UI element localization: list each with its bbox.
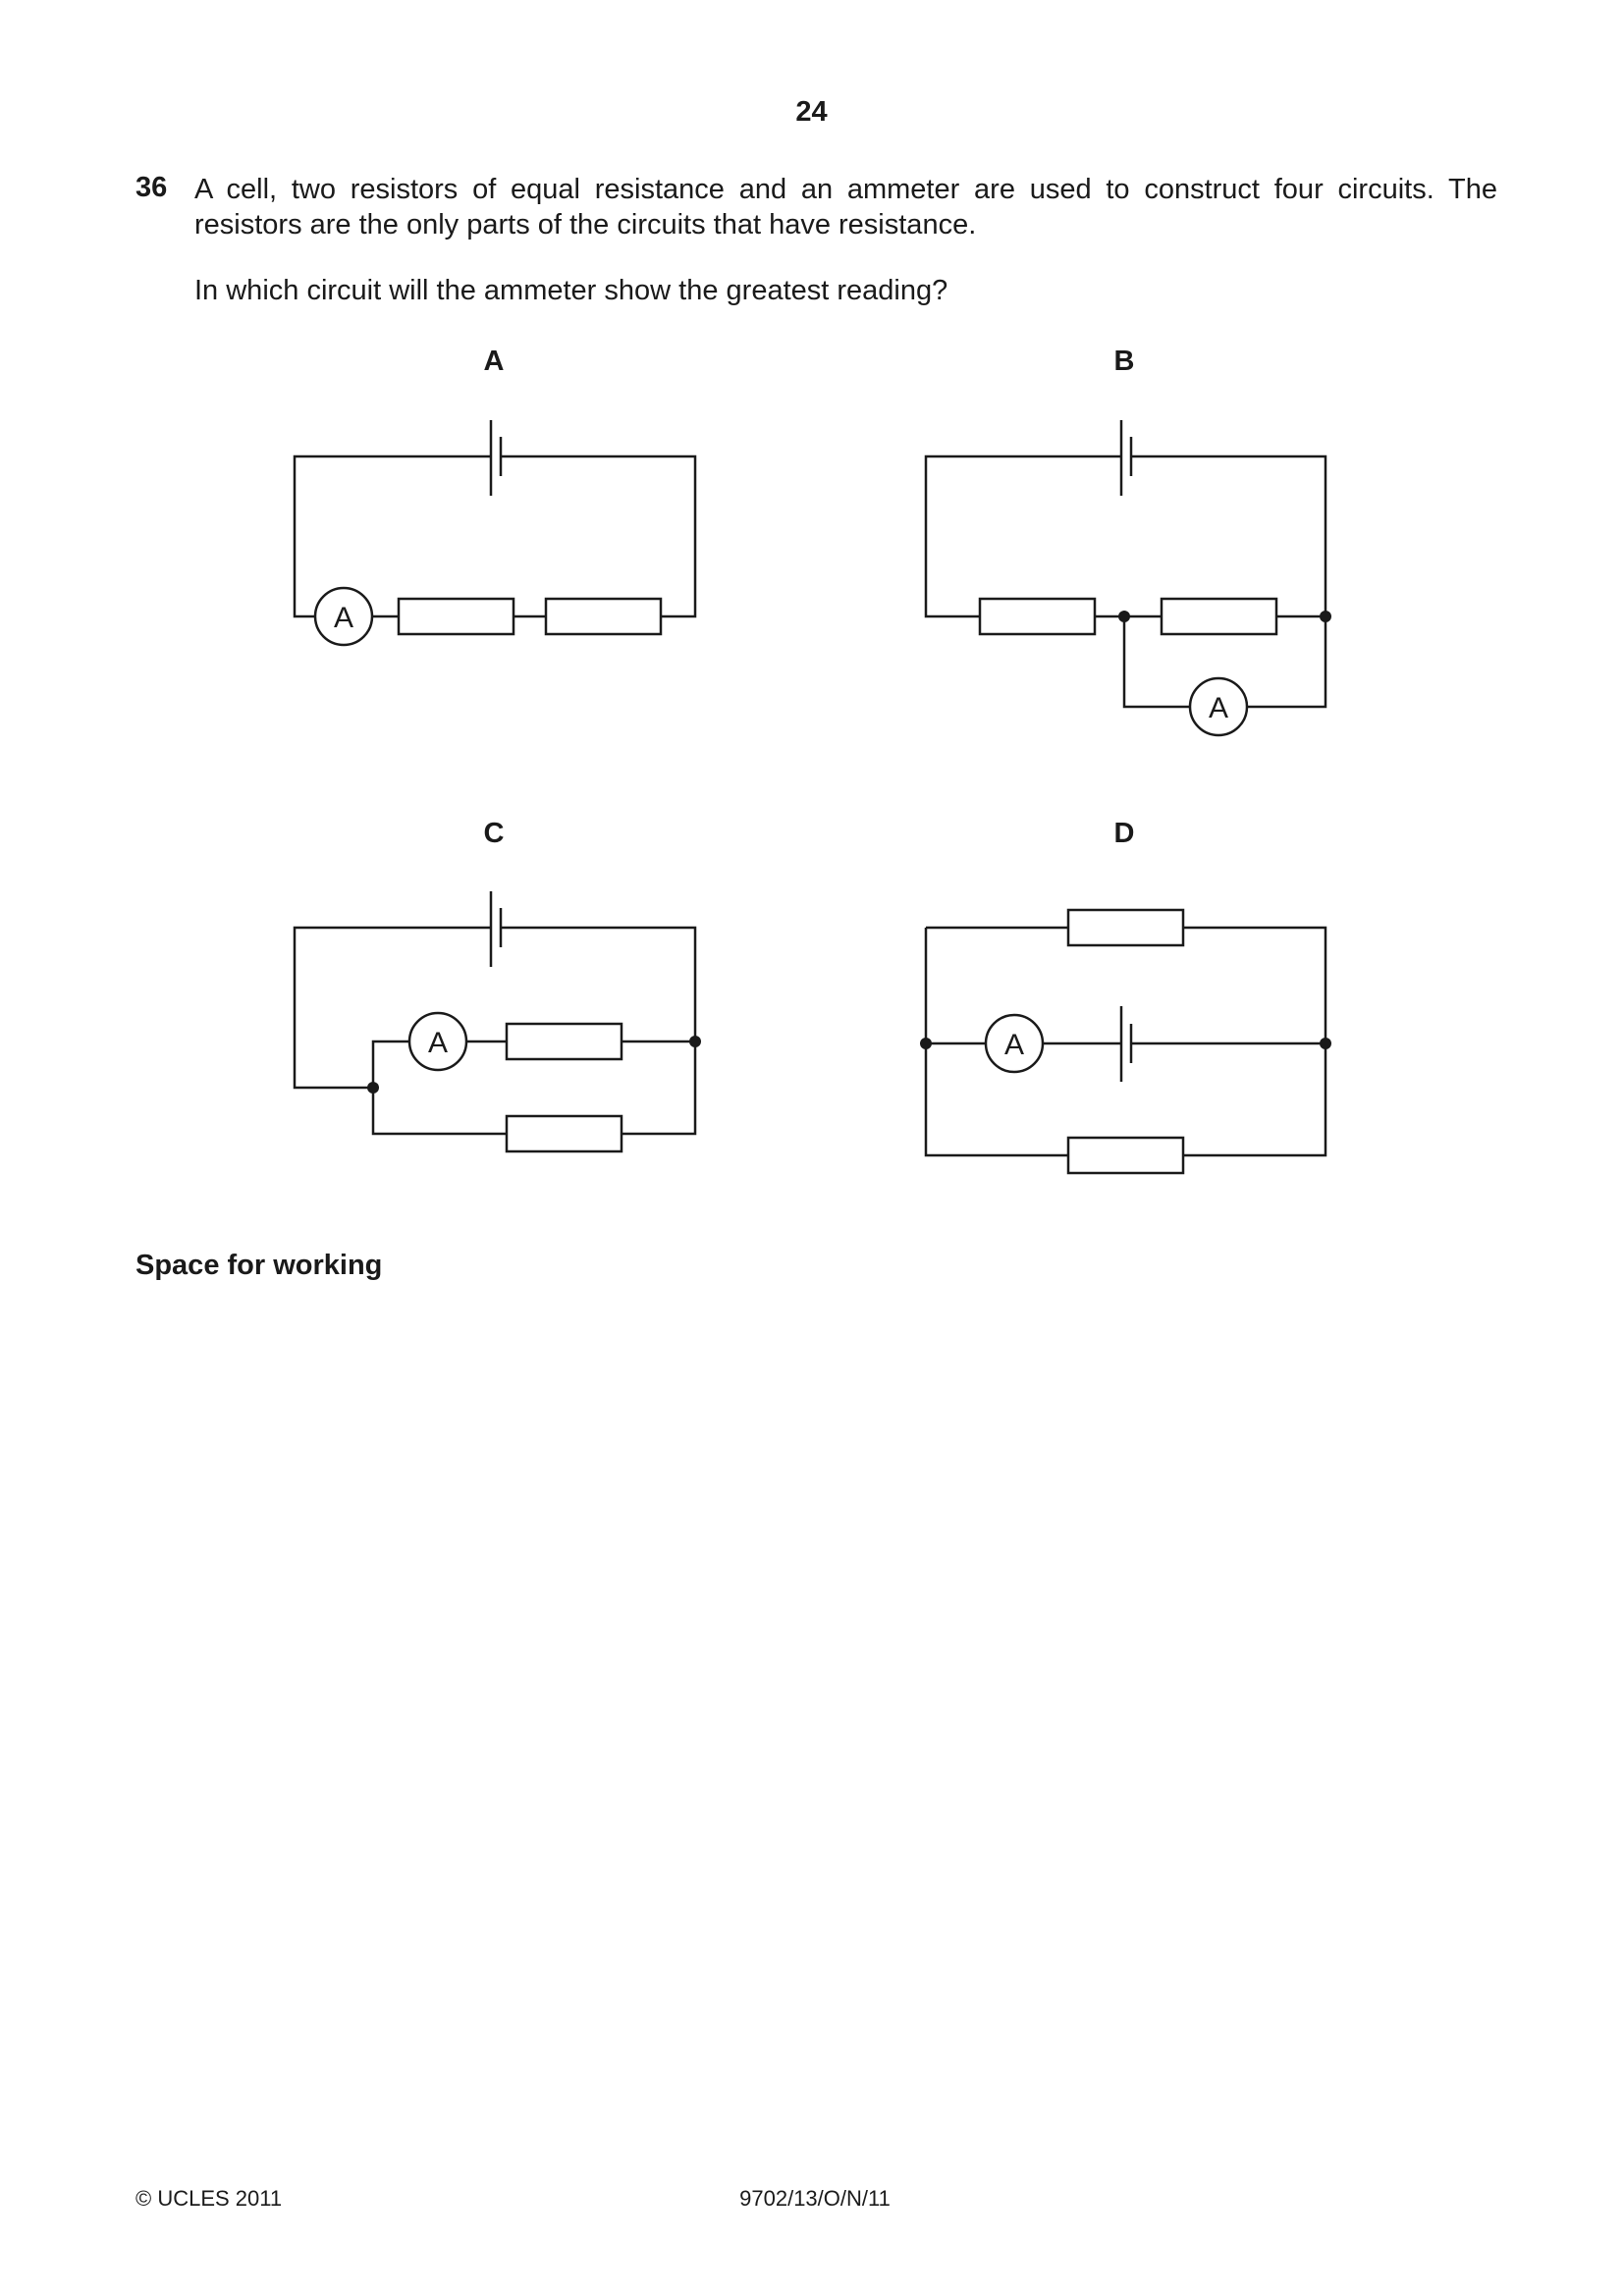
circuit-b-ammeter <box>1188 676 1249 737</box>
circuit-diagrams: A A B A C A D <box>293 346 1331 1175</box>
question-prompt: In which circuit will the ammeter show t… <box>194 275 948 306</box>
option-label-b: B <box>1114 346 1135 377</box>
circuit-c-wire <box>293 926 697 1136</box>
page-number: 24 <box>795 96 828 128</box>
circuit-option-a: A A <box>293 346 697 647</box>
circuit-b-junction-2 <box>1320 611 1331 622</box>
circuit-a-resistor-1 <box>397 597 515 636</box>
circuit-b-resistor-2 <box>1160 597 1278 636</box>
question-number: 36 <box>135 172 168 203</box>
circuit-c-ammeter-label: A <box>428 1027 448 1059</box>
circuit-c-ammeter <box>407 1011 468 1072</box>
circuit-d-junction-2 <box>1320 1038 1331 1049</box>
space-for-working-label: Space for working <box>135 1250 383 1281</box>
circuit-d-junction-1 <box>920 1038 932 1049</box>
circuit-d-ammeter-label: A <box>1004 1029 1024 1061</box>
circuit-c-junction-1 <box>367 1082 379 1094</box>
footer-paper-code: 9702/13/O/N/11 <box>739 2186 891 2211</box>
circuit-c-resistor-2 <box>505 1114 623 1153</box>
circuit-b-ammeter-label: A <box>1209 692 1228 724</box>
circuit-b-wire <box>924 454 1327 709</box>
option-label-a: A <box>484 346 505 377</box>
circuit-d-resistor-2 <box>1066 1136 1185 1175</box>
question-stem: A cell, two resistors of equal resistanc… <box>194 174 1497 240</box>
footer-copyright: © UCLES 2011 <box>135 2186 283 2211</box>
circuit-b-junction-1 <box>1118 611 1130 622</box>
circuit-a-wire <box>293 454 697 618</box>
circuit-option-b: B A <box>924 346 1331 737</box>
circuit-c-junction-2 <box>689 1036 701 1047</box>
circuit-a-resistor-2 <box>544 597 663 636</box>
circuit-d-resistor-1 <box>1066 908 1185 947</box>
circuit-c-resistor-1 <box>505 1022 623 1061</box>
circuit-a-ammeter <box>313 586 374 647</box>
circuit-b-resistor-1 <box>978 597 1097 636</box>
circuit-option-c: C A <box>293 818 701 1153</box>
circuit-d-ammeter <box>984 1013 1045 1074</box>
option-label-d: D <box>1114 818 1135 849</box>
circuit-option-d: D A <box>920 818 1331 1175</box>
circuit-a-ammeter-label: A <box>334 602 353 634</box>
option-label-c: C <box>484 818 505 849</box>
